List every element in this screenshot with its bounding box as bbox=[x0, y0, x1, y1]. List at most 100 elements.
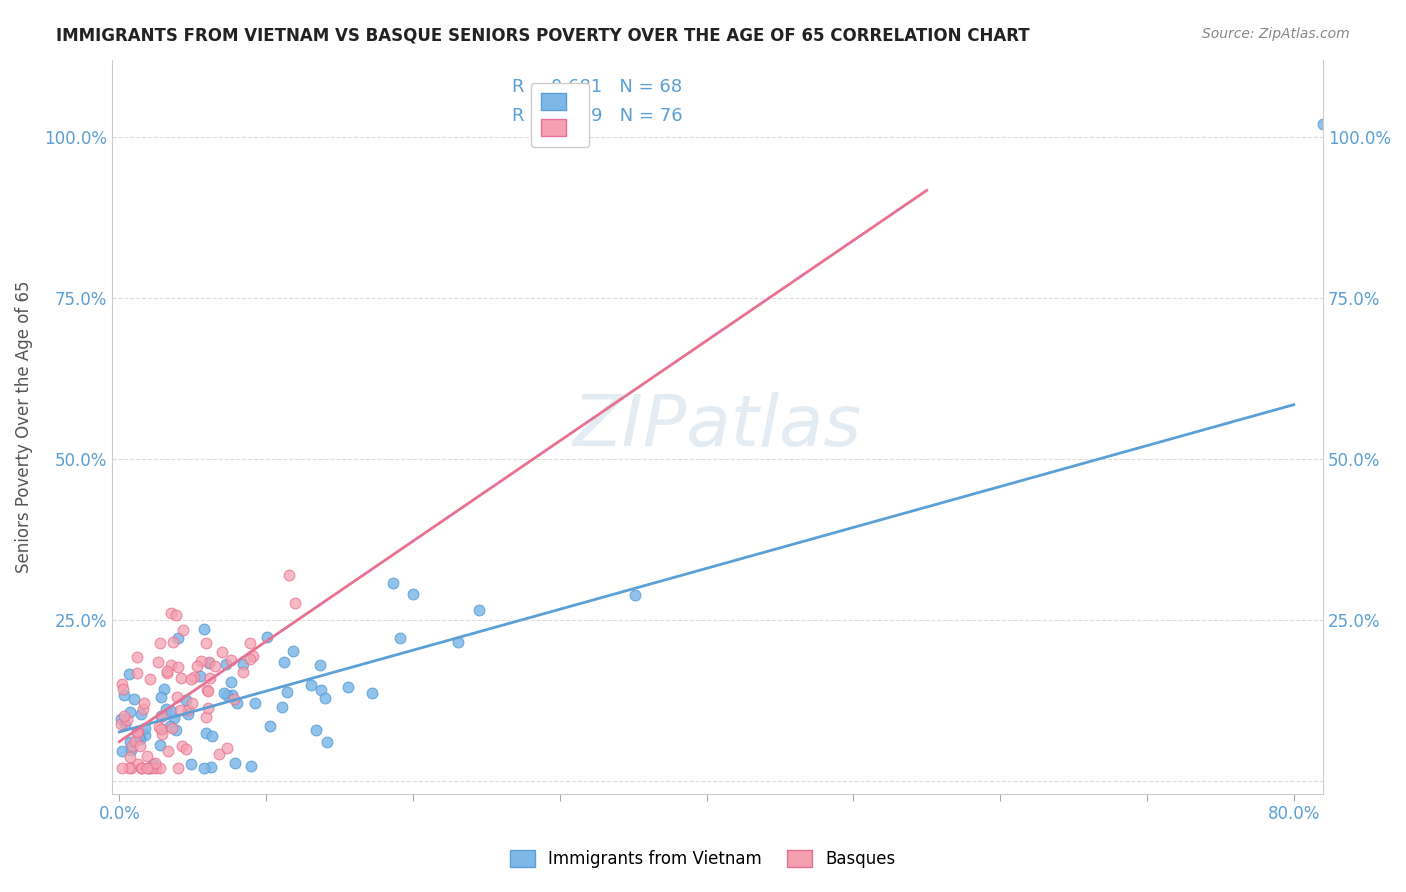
Point bbox=[240, 759, 263, 773]
Point bbox=[114, 717, 136, 731]
Point bbox=[110, 677, 132, 691]
Point bbox=[194, 636, 217, 650]
Point bbox=[177, 707, 200, 722]
Point bbox=[134, 728, 156, 742]
Point bbox=[284, 596, 307, 610]
Point bbox=[259, 719, 281, 733]
Point bbox=[226, 696, 249, 710]
Point bbox=[382, 576, 405, 591]
Point bbox=[172, 623, 194, 637]
Point bbox=[180, 697, 202, 711]
Point bbox=[149, 761, 172, 775]
Point bbox=[149, 738, 172, 752]
Point bbox=[114, 708, 136, 723]
Point bbox=[159, 658, 181, 673]
Point bbox=[124, 734, 146, 748]
Point bbox=[180, 672, 202, 686]
Point bbox=[162, 634, 184, 648]
Point bbox=[172, 739, 194, 753]
Point bbox=[239, 652, 262, 666]
Point bbox=[155, 701, 177, 715]
Point bbox=[193, 761, 215, 775]
Point bbox=[208, 747, 231, 761]
Point bbox=[183, 670, 205, 684]
Point bbox=[112, 681, 135, 696]
Point bbox=[160, 606, 183, 620]
Point bbox=[180, 757, 202, 772]
Point bbox=[122, 692, 145, 706]
Point bbox=[120, 743, 142, 757]
Point bbox=[141, 761, 163, 775]
Point bbox=[402, 587, 425, 601]
Point bbox=[169, 703, 191, 717]
Point bbox=[198, 655, 221, 669]
Point bbox=[198, 671, 221, 685]
Point bbox=[174, 693, 197, 707]
Point bbox=[129, 706, 152, 721]
Point bbox=[115, 713, 138, 727]
Point bbox=[159, 719, 181, 733]
Point bbox=[273, 655, 295, 669]
Point bbox=[148, 721, 170, 735]
Point bbox=[193, 623, 215, 637]
Point bbox=[120, 705, 142, 719]
Point bbox=[142, 756, 165, 771]
Point bbox=[110, 712, 132, 726]
Point bbox=[314, 690, 336, 705]
Point bbox=[197, 684, 219, 698]
Text: Source: ZipAtlas.com: Source: ZipAtlas.com bbox=[1202, 27, 1350, 41]
Point bbox=[138, 761, 160, 775]
Point bbox=[200, 760, 222, 774]
Point bbox=[118, 666, 141, 681]
Point bbox=[219, 653, 242, 667]
Point bbox=[156, 666, 179, 681]
Point bbox=[129, 761, 152, 775]
Point bbox=[120, 761, 142, 775]
Point bbox=[256, 631, 278, 645]
Point bbox=[150, 722, 173, 736]
Text: R = 0.681   N = 68: R = 0.681 N = 68 bbox=[512, 78, 682, 96]
Point bbox=[120, 735, 142, 749]
Point bbox=[146, 655, 169, 669]
Point bbox=[149, 635, 172, 649]
Point bbox=[156, 744, 179, 758]
Point bbox=[174, 741, 197, 756]
Point bbox=[197, 701, 219, 715]
Point bbox=[129, 732, 152, 747]
Point bbox=[194, 725, 217, 739]
Text: R = 0.759   N = 76: R = 0.759 N = 76 bbox=[512, 107, 682, 125]
Point bbox=[177, 703, 200, 717]
Point bbox=[243, 696, 266, 710]
Point bbox=[150, 709, 173, 723]
Point bbox=[134, 721, 156, 735]
Point bbox=[1312, 117, 1334, 131]
Point bbox=[215, 740, 238, 755]
Point bbox=[276, 685, 298, 699]
Point bbox=[336, 680, 359, 694]
Point bbox=[217, 688, 239, 702]
Point bbox=[211, 645, 233, 659]
Point bbox=[165, 607, 187, 622]
Point bbox=[128, 729, 150, 743]
Point bbox=[150, 709, 173, 723]
Point bbox=[111, 744, 134, 758]
Point bbox=[145, 761, 167, 775]
Y-axis label: Seniors Poverty Over the Age of 65: Seniors Poverty Over the Age of 65 bbox=[15, 280, 32, 573]
Point bbox=[270, 700, 292, 714]
Point bbox=[219, 675, 242, 690]
Point bbox=[131, 761, 153, 775]
Point bbox=[186, 658, 208, 673]
Point bbox=[145, 756, 167, 770]
Point bbox=[127, 725, 149, 739]
Point bbox=[170, 671, 193, 685]
Point bbox=[134, 696, 156, 710]
Point bbox=[232, 657, 254, 671]
Point bbox=[201, 730, 224, 744]
Point bbox=[128, 739, 150, 753]
Point bbox=[110, 761, 132, 775]
Point bbox=[190, 669, 212, 683]
Point bbox=[311, 683, 333, 698]
Text: ZIPatlas: ZIPatlas bbox=[574, 392, 862, 461]
Point bbox=[163, 711, 186, 725]
Point bbox=[315, 735, 337, 749]
